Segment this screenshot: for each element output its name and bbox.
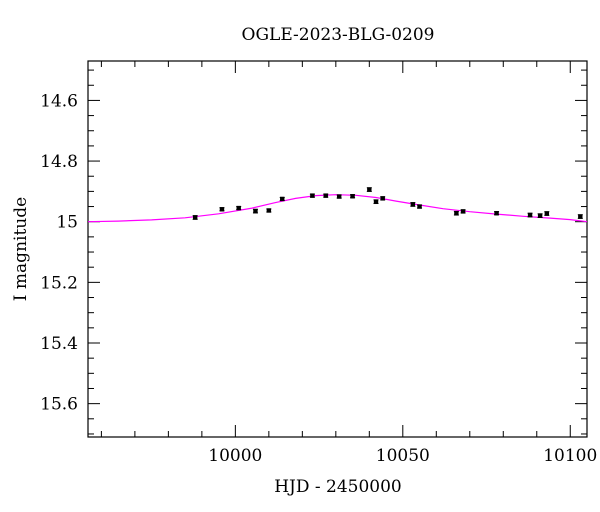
data-point (544, 211, 550, 216)
data-point (310, 193, 315, 198)
data-point (350, 194, 355, 199)
data-point (460, 209, 466, 214)
x-tick-label: 10000 (208, 446, 262, 466)
chart-title-group: OGLE-2023-BLG-0209 (242, 25, 435, 45)
data-points-group (192, 187, 599, 222)
data-point (192, 215, 198, 220)
data-point (380, 196, 385, 201)
y-axis-label: I magnitude (11, 197, 31, 301)
x-tick-labels: 10000 10050 10100 (208, 446, 597, 466)
data-point (266, 208, 272, 213)
data-point (537, 213, 543, 218)
data-point (253, 208, 258, 214)
model-curve (87, 194, 588, 223)
data-point (595, 218, 599, 222)
data-point (336, 194, 342, 199)
x-tick-label: 10100 (543, 446, 597, 466)
data-point (367, 187, 372, 192)
y-tick-label: 14.8 (40, 152, 78, 172)
data-point (454, 211, 459, 216)
y-tick-label: 15.6 (40, 395, 78, 415)
y-tick-labels: 14.6 14.8 15 15.2 15.4 15.6 (40, 91, 78, 414)
data-point (410, 202, 416, 207)
y-tick-label: 15.2 (40, 273, 78, 293)
y-tick-label: 15.4 (40, 334, 78, 354)
axis-ticks (88, 61, 587, 437)
chart-title: OGLE-2023-BLG-0209 (242, 25, 435, 45)
data-point (280, 196, 285, 202)
y-tick-label: 14.6 (40, 91, 78, 111)
data-point (373, 199, 379, 204)
x-tick-label: 10050 (376, 446, 430, 466)
data-point (417, 204, 422, 209)
data-point (578, 214, 583, 219)
data-point (527, 212, 533, 218)
data-point (494, 211, 499, 216)
data-point (323, 193, 328, 198)
data-point (236, 205, 241, 211)
model-curve-group (87, 194, 588, 223)
data-point (219, 207, 225, 212)
y-tick-label: 15 (56, 213, 78, 233)
x-axis-label: HJD - 2450000 (274, 477, 402, 497)
plot-frame (87, 60, 588, 438)
